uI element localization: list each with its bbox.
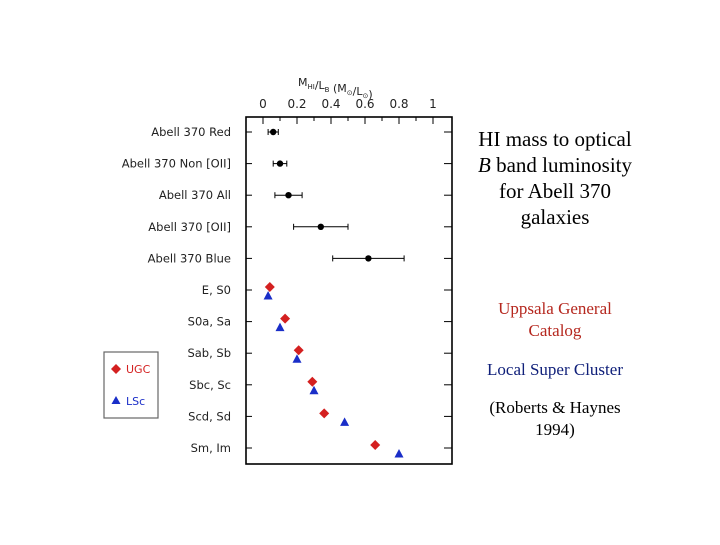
category-label: Scd, Sd bbox=[188, 409, 231, 423]
category-label: S0a, Sa bbox=[188, 315, 231, 329]
ugc-caption: Uppsala General Catalog bbox=[498, 299, 612, 340]
ugc-point bbox=[319, 408, 330, 419]
x-tick-label: 0 bbox=[259, 97, 267, 111]
legend-box bbox=[103, 351, 159, 419]
abell-point bbox=[276, 160, 284, 167]
x-tick-label: 0.6 bbox=[355, 97, 374, 111]
lsc-point bbox=[275, 322, 285, 332]
category-label: E, S0 bbox=[202, 283, 231, 297]
lsc-caption: Local Super Cluster bbox=[487, 360, 623, 379]
category-label: Sbc, Sc bbox=[189, 378, 231, 392]
x-tick-label: 0.8 bbox=[389, 97, 408, 111]
ugc-point bbox=[370, 440, 381, 450]
title-text-start: HI mass to optical bbox=[478, 127, 632, 151]
abell-point bbox=[317, 223, 324, 230]
lsc-point bbox=[263, 291, 273, 300]
legend-lsc-marker bbox=[111, 396, 121, 404]
category-label: Abell 370 Red bbox=[151, 125, 231, 139]
reference-caption: (Roberts & Haynes 1994) bbox=[489, 398, 621, 439]
lsc-point bbox=[394, 449, 404, 458]
legend-ugc-label: UGC bbox=[126, 363, 151, 376]
lsc-point bbox=[292, 354, 302, 363]
x-tick-label: 0.2 bbox=[287, 97, 306, 111]
abell-point bbox=[365, 255, 372, 262]
legend-lsc-label: LSc bbox=[126, 395, 145, 408]
x-axis-label: MHI/LB (M⊙/L⊙) bbox=[298, 76, 373, 101]
lsc-point bbox=[340, 417, 350, 426]
title-text-end: band luminosity for Abell 370 galaxies bbox=[490, 153, 632, 229]
category-label: Abell 370 Non [OII] bbox=[122, 157, 231, 171]
category-label: Abell 370 All bbox=[159, 188, 231, 202]
ugc-point bbox=[293, 345, 304, 356]
lsc-point bbox=[309, 385, 319, 395]
category-label: Sab, Sb bbox=[187, 346, 231, 360]
category-label: Abell 370 [OII] bbox=[148, 220, 231, 234]
slide-title: HI mass to optical B band luminosity for… bbox=[478, 126, 632, 230]
x-tick-label: 1 bbox=[429, 97, 437, 111]
category-label: Abell 370 Blue bbox=[148, 251, 231, 265]
title-band-letter: B bbox=[478, 153, 491, 177]
plot-frame bbox=[245, 116, 453, 465]
abell-point bbox=[270, 128, 277, 136]
legend-ugc-marker bbox=[111, 364, 121, 374]
ugc-point bbox=[280, 313, 291, 324]
ugc-point bbox=[307, 376, 318, 387]
x-tick-label: 0.4 bbox=[321, 97, 340, 111]
category-label: Sm, Im bbox=[191, 441, 231, 455]
ugc-point bbox=[264, 282, 275, 292]
abell-point bbox=[285, 192, 292, 199]
